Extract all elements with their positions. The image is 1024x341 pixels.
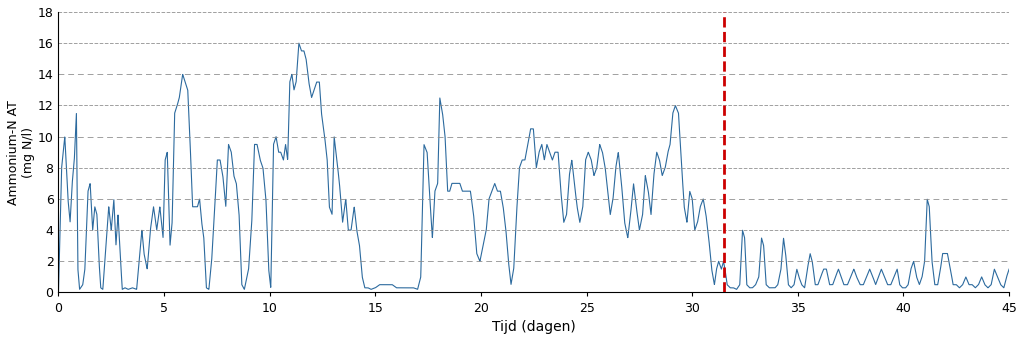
X-axis label: Tijd (dagen): Tijd (dagen)	[492, 320, 575, 334]
Y-axis label: Ammonium-N AT
(mg N/l): Ammonium-N AT (mg N/l)	[7, 100, 35, 205]
